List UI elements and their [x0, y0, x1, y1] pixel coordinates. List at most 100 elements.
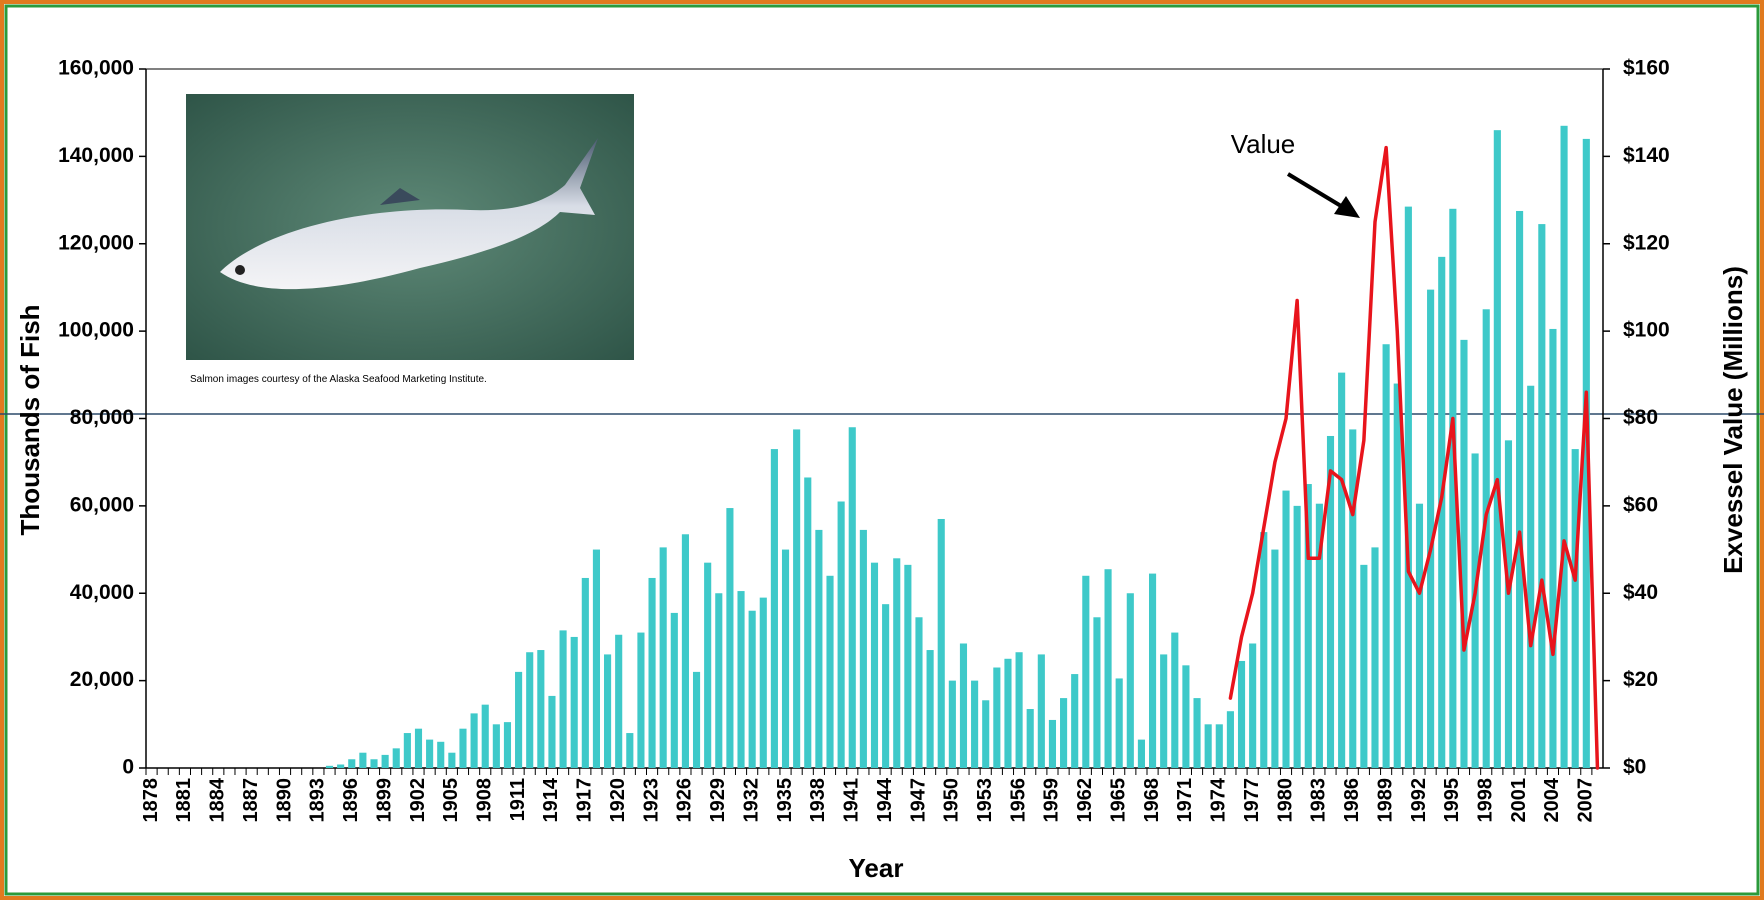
bar	[581, 577, 589, 768]
bar	[559, 630, 567, 768]
bar	[1560, 125, 1568, 768]
bar	[570, 636, 578, 768]
y-tick-label: 0	[122, 756, 134, 779]
bar	[1015, 652, 1023, 768]
image-caption: Salmon images courtesy of the Alaska Sea…	[190, 374, 487, 385]
bar	[1538, 224, 1546, 768]
x-tick-label: 1968	[1141, 778, 1163, 823]
bar	[1204, 724, 1212, 768]
x-axis-title: Year	[849, 853, 904, 883]
bar	[470, 713, 478, 768]
bar	[904, 564, 912, 768]
bar	[692, 671, 701, 768]
bar	[648, 577, 656, 768]
bar	[882, 604, 890, 768]
bar	[592, 549, 601, 768]
x-tick-label: 1980	[1274, 778, 1296, 823]
bar	[1349, 429, 1357, 768]
bar	[1371, 547, 1379, 768]
y-tick-label: 120,000	[58, 231, 134, 254]
x-tick-label: 1896	[340, 778, 362, 823]
bar	[604, 654, 612, 768]
y-axis-title: Thousands of Fish	[15, 304, 45, 535]
bar	[1516, 210, 1524, 768]
bar	[1393, 383, 1401, 768]
bar	[748, 610, 756, 768]
x-tick-label: 1983	[1308, 778, 1330, 823]
bar	[670, 612, 678, 768]
bar	[826, 575, 834, 768]
x-tick-label: 1965	[1107, 778, 1129, 823]
bar	[1048, 719, 1057, 768]
bar	[1504, 440, 1513, 768]
fish-photo	[186, 94, 634, 360]
bar	[359, 752, 367, 768]
x-tick-label: 1989	[1374, 778, 1396, 823]
bar	[1338, 372, 1346, 768]
bar	[337, 764, 345, 768]
bar	[915, 617, 923, 768]
bar	[1026, 709, 1034, 768]
bar	[737, 591, 745, 768]
bar	[1115, 678, 1123, 768]
x-tick-label: 1971	[1174, 778, 1196, 823]
bar	[781, 549, 790, 768]
x-tick-label: 1953	[974, 778, 996, 823]
bar	[870, 562, 879, 768]
bar	[1404, 206, 1412, 769]
annotation-arrow	[1286, 172, 1360, 218]
bar	[1382, 344, 1390, 768]
bar	[704, 562, 712, 768]
x-tick-label: 1986	[1341, 778, 1363, 823]
y2-axis-title: Exvessel Value (Millions)	[1718, 266, 1748, 574]
bar	[1527, 385, 1535, 768]
x-tick-label: 1944	[874, 777, 896, 822]
y-tick-label: 40,000	[70, 581, 134, 604]
x-tick-label: 1905	[440, 778, 462, 823]
x-tick-label: 1974	[1208, 777, 1230, 822]
bar	[414, 728, 423, 768]
y-tick-label: 100,000	[58, 319, 134, 342]
bar	[1471, 453, 1479, 768]
bar	[1482, 309, 1490, 768]
y2-tick-label: $100	[1623, 319, 1670, 342]
bar	[1582, 138, 1590, 768]
x-tick-label: 1977	[1241, 778, 1263, 823]
bar	[1093, 617, 1101, 768]
y-tick-label: 140,000	[58, 144, 134, 167]
bar	[637, 632, 645, 768]
y2-tick-label: $140	[1623, 144, 1670, 167]
value-line	[1228, 145, 1600, 770]
x-tick-label: 2007	[1575, 778, 1597, 823]
bar	[1282, 490, 1290, 768]
x-tick-label: 1938	[807, 778, 829, 823]
bar	[1160, 654, 1168, 768]
bar	[859, 529, 867, 768]
bar	[1271, 549, 1279, 768]
bar	[837, 501, 845, 768]
bar	[1004, 658, 1012, 768]
x-tick-label: 2004	[1541, 777, 1563, 822]
bar	[1460, 339, 1468, 768]
x-tick-label: 1998	[1474, 778, 1496, 823]
bar	[1360, 564, 1368, 768]
x-tick-label: 1887	[240, 778, 262, 823]
bar	[715, 593, 723, 768]
bar	[1182, 665, 1190, 768]
x-tick-label: 1992	[1408, 778, 1430, 823]
x-tick-label: 1881	[173, 778, 195, 823]
y2-tick-label: $60	[1623, 493, 1658, 516]
x-tick-label: 1899	[373, 778, 395, 823]
bar	[403, 733, 411, 768]
bar	[971, 680, 979, 768]
x-tick-label: 1956	[1007, 778, 1029, 823]
y-tick-label: 160,000	[58, 57, 134, 80]
bar	[893, 558, 901, 768]
bar	[1571, 449, 1579, 768]
bar	[681, 534, 689, 768]
bar	[1126, 593, 1134, 768]
x-tick-label: 1923	[640, 778, 662, 823]
bar	[370, 759, 378, 768]
x-tick-label: 1935	[774, 778, 796, 823]
